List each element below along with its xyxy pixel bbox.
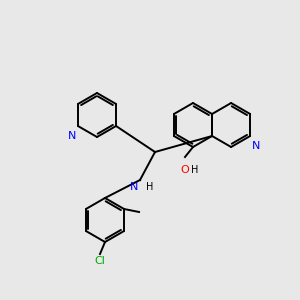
Text: H: H <box>146 182 153 192</box>
Text: N: N <box>130 182 138 192</box>
Text: N: N <box>252 141 260 151</box>
Text: Cl: Cl <box>94 256 105 266</box>
Text: H: H <box>191 165 198 175</box>
Text: N: N <box>68 131 76 141</box>
Text: O: O <box>181 165 189 175</box>
